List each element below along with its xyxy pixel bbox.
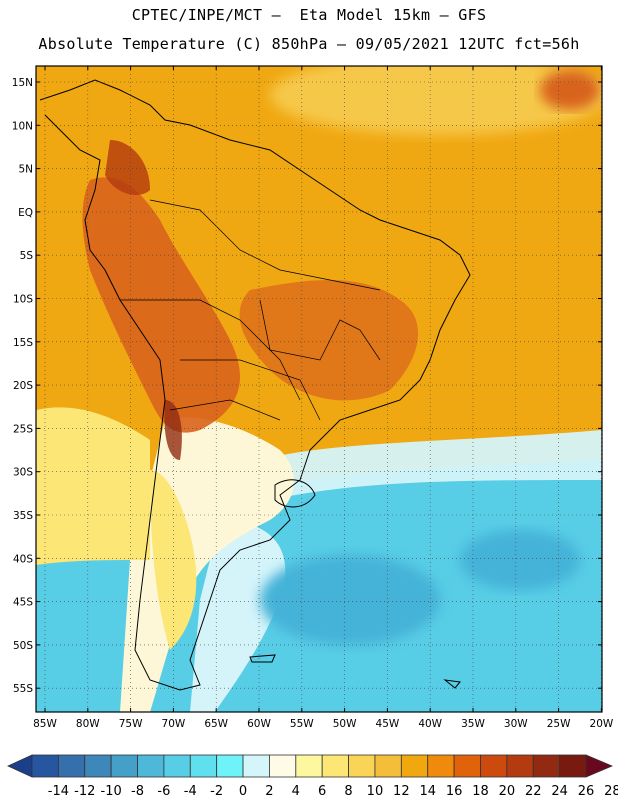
colorbar-swatch (57, 754, 86, 778)
colorbar-swatch (321, 754, 349, 778)
lat-tick-label: 15S (13, 337, 33, 349)
colorbar-label: -8 (131, 784, 144, 799)
coastline (39, 79, 471, 691)
lon-tick-label: 85W (33, 718, 57, 730)
lat-tick-label: 25S (13, 423, 33, 435)
lon-tick-label: 60W (247, 718, 271, 730)
colorbar-label: 16 (446, 784, 463, 799)
colorbar-swatch (84, 754, 112, 778)
colorbar-label: 20 (499, 784, 516, 799)
lat-tick-label: 45S (13, 597, 33, 609)
lat-tick-label: 5S (20, 250, 34, 262)
colorbar-swatch (480, 754, 508, 778)
country-borders (120, 199, 381, 421)
colorbar-swatch (31, 754, 59, 778)
lat-tick-label: 10N (12, 120, 33, 132)
colorbar-swatch (137, 754, 165, 778)
map-frame (35, 65, 603, 713)
lon-tick-label: 20W (590, 718, 614, 730)
colorbar-swatch (400, 754, 429, 778)
colorbar-label: 14 (419, 784, 436, 799)
lon-tick-label: 45W (376, 718, 400, 730)
temperature-field (36, 66, 602, 712)
colorbar-label: 6 (318, 784, 326, 799)
colorbar-swatch (242, 754, 270, 778)
colorbar-arrow-low (7, 754, 33, 778)
lon-tick-label: 65W (204, 718, 228, 730)
lon-tick-label: 25W (547, 718, 571, 730)
colorbar-label: 10 (367, 784, 384, 799)
lat-tick-label: 50S (13, 640, 33, 652)
lon-tick-label: 80W (76, 718, 100, 730)
colorbar-label: -14 (48, 784, 69, 799)
map-title-line-1: CPTEC/INPE/MCT — Eta Model 15km — GFS (131, 6, 487, 24)
lat-tick-label: 5N (18, 164, 33, 176)
colorbar-swatch (189, 754, 218, 778)
lat-tick-label: 35S (13, 510, 33, 522)
colorbar-label: 2 (265, 784, 273, 799)
colorbar-swatch (427, 754, 455, 778)
colorbar-label: 4 (292, 784, 300, 799)
lat-tick-label: 10S (13, 294, 33, 306)
colorbar-label: -4 (184, 784, 197, 799)
lat-tick-label: 40S (13, 553, 33, 565)
colorbar-label: 8 (344, 784, 352, 799)
lat-tick-label: 20S (13, 380, 33, 392)
latitude-axis: 15N 10N 5N EQ 5S 10S 15S 20S 25S 30S 35S 40S 45S 50S 5… (12, 77, 602, 695)
lon-tick-label: 70W (162, 718, 186, 730)
lon-tick-label: 30W (504, 718, 528, 730)
colorbar-label: 12 (393, 784, 410, 799)
colorbar-label: 28 (604, 784, 618, 799)
colorbar-label: -12 (74, 784, 95, 799)
colorbar-arrow-high (585, 754, 614, 778)
colorbar-labels: -14 -12 -10 -8 -6 -4 -2 0 2 4 6 8 10 12 14 16 18 20 22 24 26… (48, 784, 618, 799)
lon-tick-label: 35W (461, 718, 485, 730)
lon-tick-label: 75W (119, 718, 143, 730)
colorbar-swatch (216, 754, 244, 778)
map-title-line-2: Absolute Temperature (C) 850hPa — 09/05/… (38, 35, 580, 53)
colorbar-swatch (110, 754, 138, 778)
colorbar-swatch (269, 754, 297, 778)
colorbar-swatch (295, 754, 323, 778)
colorbar-swatch (453, 754, 481, 778)
colorbar-swatch (374, 754, 402, 778)
colorbar-swatch (163, 754, 191, 778)
colorbar-label: -2 (210, 784, 223, 799)
lon-tick-label: 50W (333, 718, 357, 730)
longitude-axis: 85W 80W 75W 70W 65W 60W 55W 50W 45W 40W 35W 30W 25W 2… (33, 66, 614, 730)
lon-tick-label: 55W (290, 718, 314, 730)
lat-tick-label: EQ (18, 207, 33, 219)
colorbar-swatch (348, 754, 376, 778)
colorbar-swatch (559, 754, 587, 778)
colorbar-label: 24 (551, 784, 568, 799)
lat-tick-label: 30S (13, 467, 33, 479)
colorbar-label: 26 (578, 784, 595, 799)
colorbar (7, 754, 614, 778)
colorbar-label: -10 (101, 784, 122, 799)
colorbar-label: -6 (157, 784, 170, 799)
colorbar-label: 0 (239, 784, 247, 799)
lon-tick-label: 40W (418, 718, 442, 730)
colorbar-label: 18 (472, 784, 489, 799)
lat-tick-label: 15N (12, 77, 33, 89)
colorbar-swatch (532, 754, 561, 778)
colorbar-label: 22 (525, 784, 542, 799)
colorbar-swatch (506, 754, 534, 778)
lat-tick-label: 55S (13, 683, 33, 695)
